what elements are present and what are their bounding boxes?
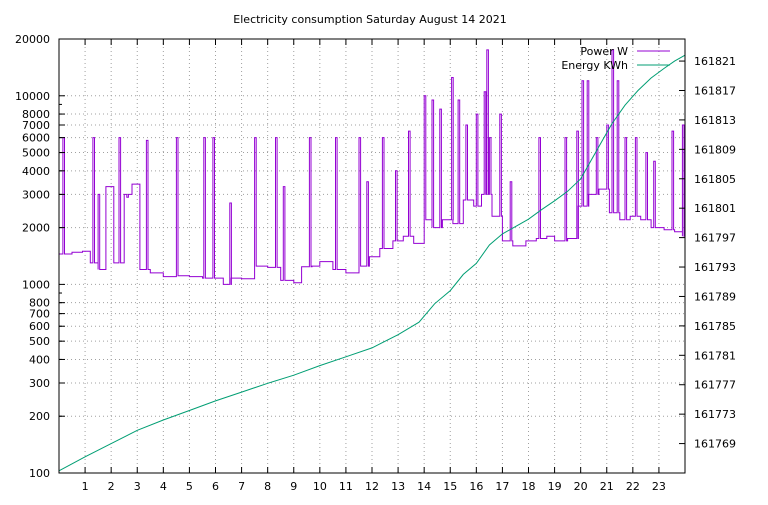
y-right-tick-label: 161777 [694,379,736,392]
y-left-tick-label: 1000 [22,278,50,291]
x-tick-label: 3 [134,480,141,493]
x-tick-label: 15 [443,480,457,493]
y-right-tick-label: 161797 [694,232,736,245]
y-right-tick-label: 161793 [694,261,736,274]
x-tick-label: 2 [108,480,115,493]
axis-layer: 1 2 3 4 5 6 7 8 9 10 11 12 13 14 15 16 17 18 19 20 21 22 23100… [15,33,736,493]
chart-title: Electricity consumption Saturday August … [233,13,506,26]
y-left-tick-label: 600 [29,320,50,333]
y-left-tick-label: 400 [29,353,50,366]
y-left-tick-label: 700 [29,308,50,321]
x-tick-label: 7 [238,480,245,493]
y-left-tick-label: 10000 [15,90,50,103]
x-tick-label: 5 [186,480,193,493]
x-tick-label: 23 [652,480,666,493]
grid-layer [59,39,685,473]
x-tick-label: 1 [82,480,89,493]
y-left-tick-label: 6000 [22,132,50,145]
legend-label: Power W [580,45,628,58]
x-tick-label: 16 [469,480,483,493]
x-tick-label: 10 [313,480,327,493]
y-left-tick-label: 200 [29,410,50,423]
y-left-tick-label: 20000 [15,33,50,46]
x-tick-label: 20 [574,480,588,493]
y-left-tick-label: 2000 [22,222,50,235]
y-right-tick-label: 161809 [694,143,736,156]
series-layer [58,49,686,472]
x-tick-label: 6 [212,480,219,493]
y-left-tick-label: 4000 [22,165,50,178]
y-right-tick-label: 161773 [694,408,736,421]
y-left-tick-label: 300 [29,377,50,390]
x-tick-label: 9 [290,480,297,493]
y-left-tick-label: 8000 [22,108,50,121]
y-left-tick-label: 800 [29,297,50,310]
y-right-tick-label: 161805 [694,173,736,186]
y-left-tick-label: 3000 [22,188,50,201]
y-left-tick-label: 5000 [22,147,50,160]
y-right-tick-label: 161789 [694,290,736,303]
y-right-tick-label: 161801 [694,202,736,215]
legend-label: Energy KWh [561,59,628,72]
series-line-energy-kwh [58,54,686,472]
x-tick-label: 18 [522,480,536,493]
y-right-tick-label: 161769 [694,438,736,451]
x-tick-label: 14 [417,480,431,493]
x-tick-label: 22 [626,480,640,493]
x-tick-label: 8 [264,480,271,493]
y-right-tick-label: 161785 [694,320,736,333]
y-right-tick-label: 161781 [694,349,736,362]
x-tick-label: 11 [339,480,353,493]
y-right-tick-label: 161817 [694,84,736,97]
x-tick-label: 17 [495,480,509,493]
y-left-tick-label: 100 [29,467,50,480]
y-left-tick-label: 500 [29,335,50,348]
y-right-tick-label: 161821 [694,55,736,68]
y-left-tick-label: 7000 [22,119,50,132]
x-tick-label: 19 [548,480,562,493]
series-line-power-w [59,49,685,285]
y-right-tick-label: 161813 [694,114,736,127]
x-tick-label: 13 [391,480,405,493]
x-tick-label: 4 [160,480,167,493]
x-tick-label: 12 [365,480,379,493]
x-tick-label: 21 [600,480,614,493]
